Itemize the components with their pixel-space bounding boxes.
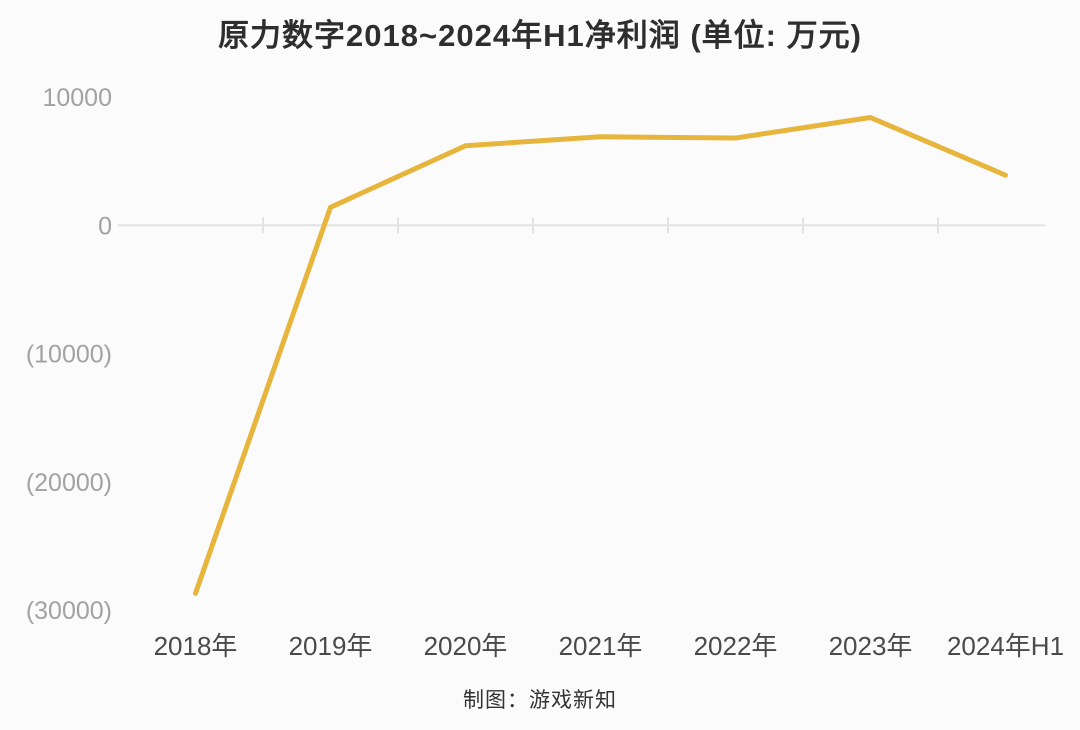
x-axis-category-label: 2021年	[559, 631, 643, 661]
chart-title: 原力数字2018~2024年H1净利润 (单位: 万元)	[218, 18, 862, 53]
y-axis-tick-label: (10000)	[26, 341, 112, 369]
y-axis-tick-label: 0	[98, 212, 112, 240]
chart-credit: 制图：游戏新知	[463, 689, 617, 712]
x-axis-category-label: 2019年	[289, 631, 373, 661]
x-axis-category-label: 2023年	[829, 631, 913, 661]
net-profit-line	[193, 115, 1008, 596]
y-axis-tick-label: (30000)	[26, 597, 112, 625]
x-axis-category-label: 2020年	[424, 631, 508, 661]
y-axis-tick-label: (20000)	[26, 469, 112, 497]
x-axis-category-label: 2018年	[154, 631, 238, 661]
x-axis-category-label: 2024年H1	[947, 631, 1064, 661]
x-axis-category-label: 2022年	[694, 631, 778, 661]
y-axis-tick-label: 10000	[42, 84, 112, 112]
